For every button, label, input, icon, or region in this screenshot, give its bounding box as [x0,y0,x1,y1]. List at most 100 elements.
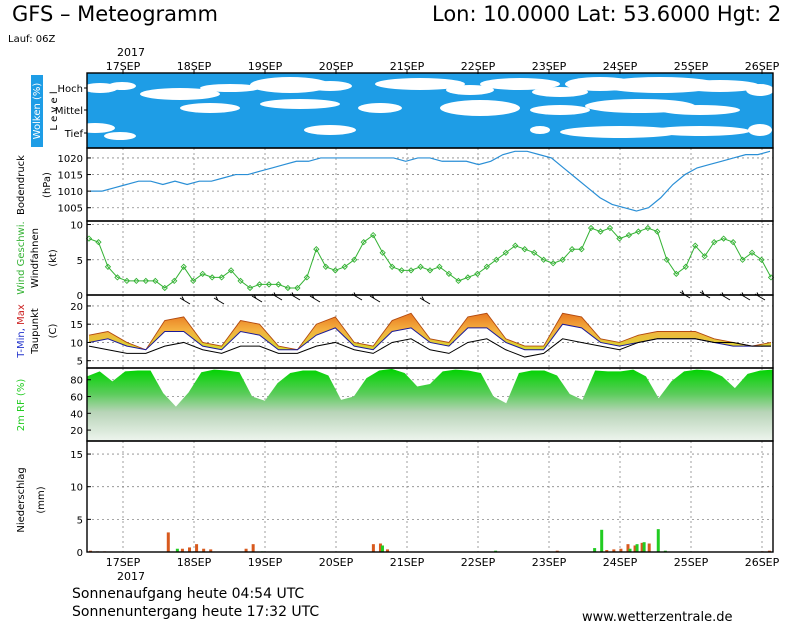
wind-speed-point [464,274,472,281]
wind-speed-point [682,263,689,270]
wind-speed-point [625,231,633,239]
wind-speed-point [550,260,557,267]
pressure-line [90,150,771,212]
wind-speed-point [123,277,131,285]
wind-speed-point [85,235,93,242]
wind-speed-point [701,253,708,260]
y-tick-label: 5 [77,256,83,267]
wind-speed-point [635,228,642,235]
precipitation-bar-shower [600,529,604,552]
windbarb-axis-label: Windfahnen [30,228,41,288]
website-link[interactable]: www.wetterzentrale.de [582,610,733,625]
wind-speed-point [474,270,481,277]
wind-speed-point [114,274,121,281]
precipitation-axis-label: Niederschlag [16,467,27,532]
precipitation-bar-shower [628,548,632,552]
precipitation-bar-rain [202,548,206,552]
cloud-cover-mark [746,84,774,96]
cloud-level-label: Mittel [55,106,83,117]
wind-speed-point [180,263,187,270]
cloud-cover-mark [108,82,136,90]
cloud-label-bg [31,75,43,147]
wind-speed-point [161,284,168,292]
wind-barb [679,290,691,299]
level-axis-label: L e v e l [49,91,60,130]
date-label-bottom: 26SEP [745,556,780,569]
wind-speed-point [748,249,756,256]
date-label-bottom: 19SEP [248,556,283,569]
y-tick-label: 80 [70,376,83,387]
cloud-cover-mark [440,100,520,116]
wind-speed-point [313,246,320,253]
wind-speed-point [426,267,434,274]
wind-speed-point [284,284,292,292]
precipitation-bar-rain [180,548,184,552]
date-label-top: 17SEP [106,60,141,73]
wind-speed-point [256,281,263,288]
cloud-cover-mark [140,88,220,100]
wind-speed-point [758,256,765,263]
wind-unit-label: (kt) [48,249,59,267]
precipitation-bar-rain [209,549,213,552]
wind-speed-point [133,277,140,285]
precipitation-bar-rain [378,543,382,552]
wind-speed-point [673,270,680,277]
cloud-level-label: Hoch [58,84,83,95]
y-tick-label: 1005 [58,204,83,215]
date-label-top: 22SEP [461,60,496,73]
sunrise-text: Sonnenaufgang heute 04:54 UTC [72,586,305,602]
date-label-top: 26SEP [745,60,780,73]
wind-speed-point [654,228,661,235]
panel-frame-pressure [86,147,774,222]
y-tick-label: 1010 [58,187,83,198]
precipitation-bar-shower [642,542,646,552]
cloud-cover-mark [660,105,740,115]
wind-speed-point [294,284,301,292]
wind-speed-point [171,277,178,285]
humidity-axis-label: 2m RF (%) [16,379,27,432]
y-tick-label: 10 [70,483,83,494]
cloud-cover-mark [680,80,760,92]
wind-barb [739,292,751,301]
y-tick-label: 40 [70,409,83,420]
wind-speed-point [436,263,443,270]
cloud-cover-mark [75,123,115,133]
wind-speed-point [322,263,329,270]
date-label-bottom: 21SEP [390,556,425,569]
wind-speed-point [597,228,604,235]
date-label-bottom: 20SEP [319,556,354,569]
y-tick-label: 0 [77,291,83,302]
wind-barb [289,292,301,301]
cloud-cover-mark [358,103,402,113]
wind-speed-point [265,281,273,288]
humidity-area [87,368,773,441]
wind-speed-point [227,267,235,274]
wind-speed-point [104,263,112,270]
wind-speed-point [540,256,547,263]
cloud-cover-mark [250,77,330,93]
y-tick-label: 60 [70,393,83,404]
date-label-bottom: 24SEP [603,556,638,569]
page-title: GFS – Meteogramm [12,2,218,26]
date-label-bottom: 18SEP [177,556,212,569]
location-coordinates: Lon: 10.0000 Lat: 53.6000 Hgt: 2 [432,2,782,26]
wind-speed-point [417,263,424,270]
wind-speed-point [360,239,367,246]
wind-speed-point [455,277,462,285]
date-label-top: 20SEP [319,60,354,73]
wind-speed-point [332,267,339,274]
temperature-range-area [89,313,771,350]
precipitation-bar-rain [640,542,644,552]
wind-speed-point [587,224,595,232]
cloud-cover-mark [375,78,465,90]
cloud-cover-mark [748,124,772,136]
date-label-bottom: 17SEP [106,556,141,569]
wind-speed-point [502,249,509,256]
y-tick-label: 20 [70,302,83,313]
precipitation-bar-rain [626,544,630,552]
wind-barb [719,292,731,301]
wind-speed-point [209,274,216,281]
cloud-cover-mark [104,132,136,140]
wind-barb [271,292,283,301]
precipitation-bar-rain [386,549,390,552]
